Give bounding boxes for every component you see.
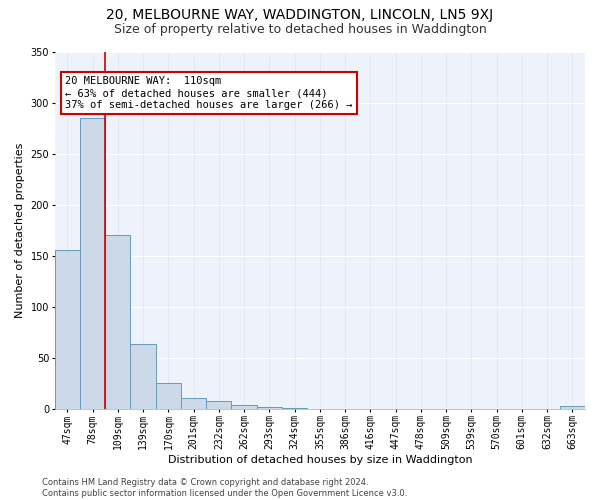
Bar [156,383,181,408]
Bar [130,344,156,408]
X-axis label: Distribution of detached houses by size in Waddington: Distribution of detached houses by size … [167,455,472,465]
Y-axis label: Number of detached properties: Number of detached properties [15,142,25,318]
Bar [105,235,130,408]
Bar [560,406,585,408]
Text: Size of property relative to detached houses in Waddington: Size of property relative to detached ho… [113,22,487,36]
Text: 20 MELBOURNE WAY:  110sqm
← 63% of detached houses are smaller (444)
37% of semi: 20 MELBOURNE WAY: 110sqm ← 63% of detach… [65,76,353,110]
Text: 20, MELBOURNE WAY, WADDINGTON, LINCOLN, LN5 9XJ: 20, MELBOURNE WAY, WADDINGTON, LINCOLN, … [106,8,494,22]
Bar [257,406,282,408]
Text: Contains HM Land Registry data © Crown copyright and database right 2024.
Contai: Contains HM Land Registry data © Crown c… [42,478,407,498]
Bar [181,398,206,408]
Bar [55,250,80,408]
Bar [80,118,105,408]
Bar [206,402,232,408]
Bar [232,404,257,408]
